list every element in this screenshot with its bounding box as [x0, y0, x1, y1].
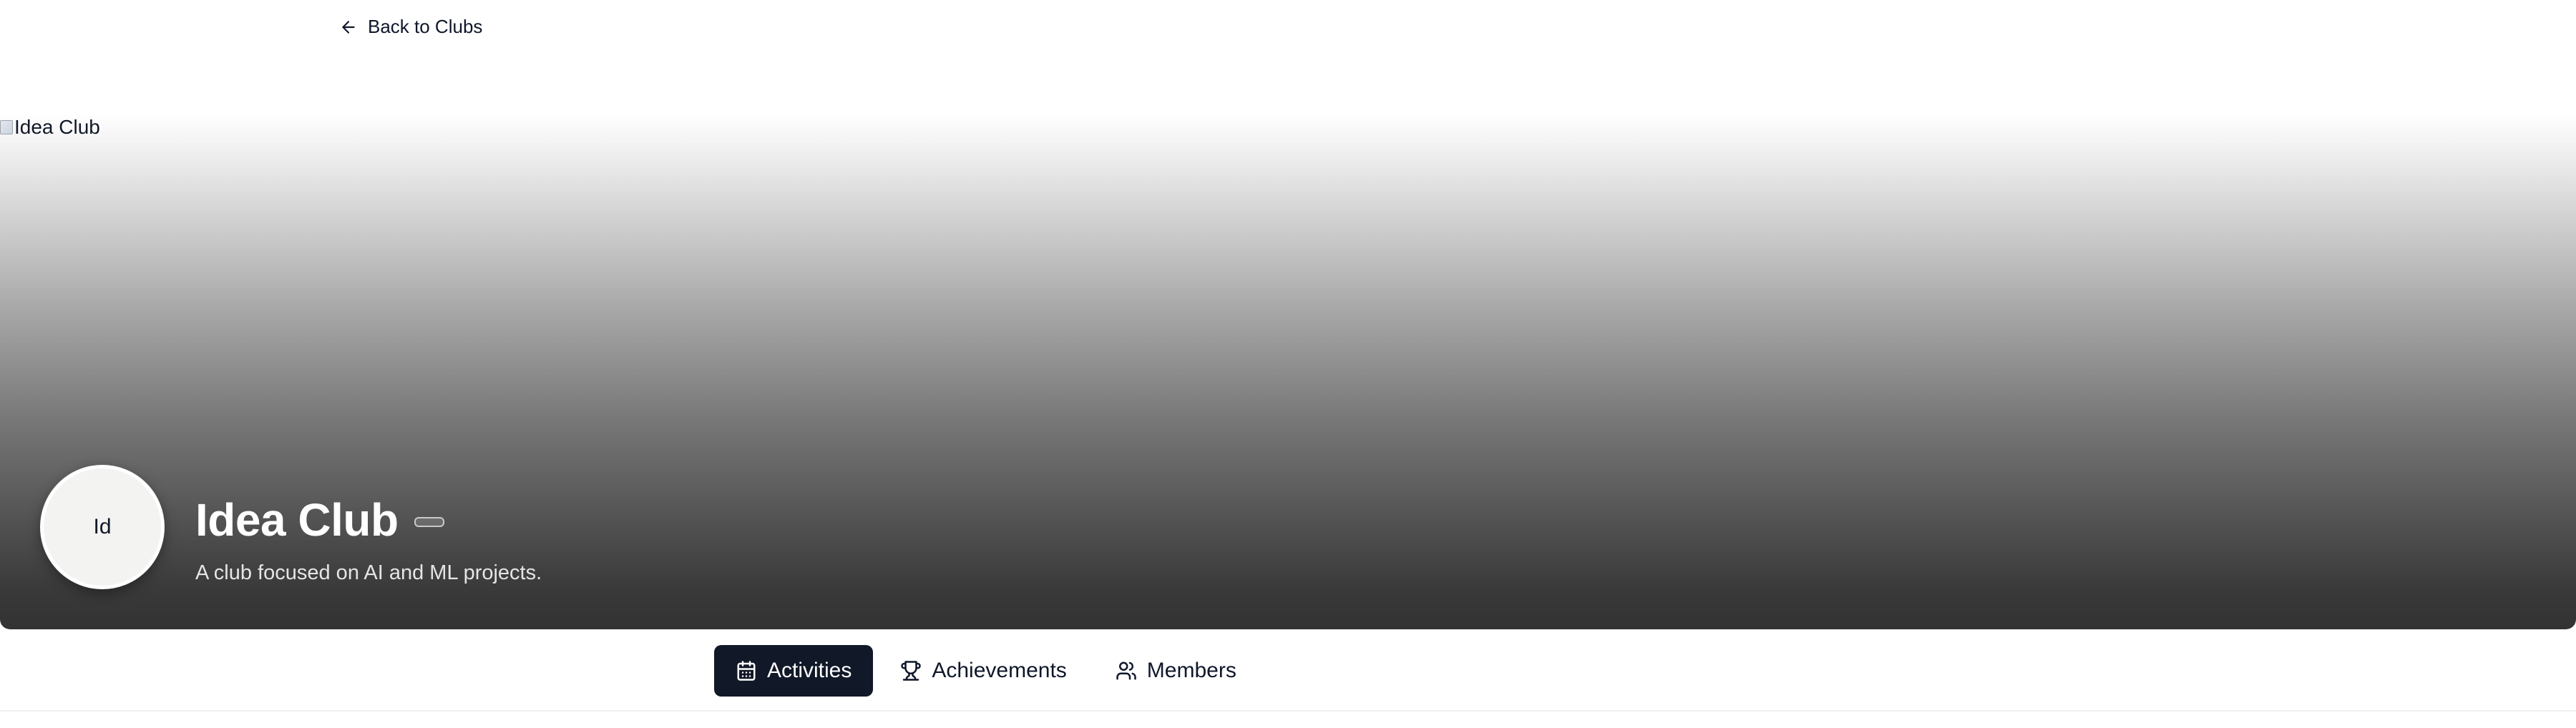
arrow-left-icon [342, 20, 355, 34]
back-to-clubs-link[interactable]: Back to Clubs [339, 16, 482, 38]
club-avatar: Id [40, 465, 165, 589]
users-icon [1116, 661, 1136, 680]
tab-activities[interactable]: Activities [714, 645, 874, 697]
back-to-clubs-label: Back to Clubs [368, 16, 483, 37]
club-description: A club focused on AI and ML projects. [195, 561, 542, 584]
club-title-row: Idea Club [195, 493, 444, 546]
club-banner-image: Idea Club [0, 116, 100, 139]
tabs-divider [0, 710, 2576, 712]
club-avatar-initials: Id [93, 515, 112, 538]
tab-achievements-label: Achievements [932, 659, 1067, 682]
club-hero-banner: Idea Club Id Idea Club A club focused on… [0, 114, 2576, 629]
tab-members[interactable]: Members [1094, 645, 1258, 697]
tab-achievements[interactable]: Achievements [879, 645, 1088, 697]
tab-activities-label: Activities [767, 659, 852, 682]
calendar-icon [737, 661, 756, 681]
banner-image-alt-text: Idea Club [14, 116, 100, 138]
tab-members-label: Members [1146, 659, 1236, 682]
club-title: Idea Club [195, 494, 399, 546]
trophy-icon [901, 661, 922, 681]
club-status-badge [414, 517, 444, 527]
broken-image-icon [0, 120, 13, 134]
club-tabs: Activities Achievements Members [714, 645, 1258, 697]
